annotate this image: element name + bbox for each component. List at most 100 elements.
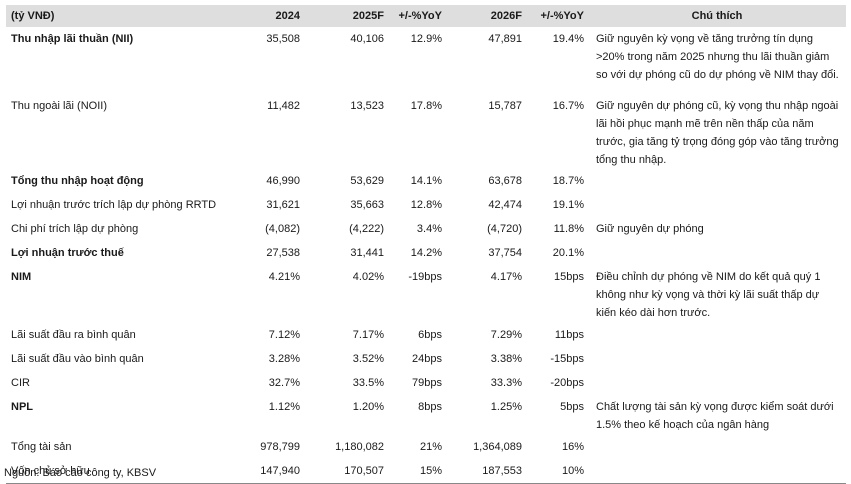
cell-2024: 3.28% — [268, 353, 300, 365]
table-row: Thu ngoài lãi (NOII) 11,482 13,523 17.8% 15,… — [6, 94, 846, 169]
cell-2026f: 47,891 — [488, 33, 522, 45]
header-2025f: 2025F — [352, 10, 384, 22]
cell-note: Chất lượng tài sản kỳ vọng được kiểm soá… — [596, 401, 834, 431]
cell-2026f: 63,678 — [488, 175, 522, 187]
cell-2024: 32.7% — [268, 377, 300, 389]
cell-yoy-2025: 3.4% — [416, 223, 442, 235]
row-label: Lãi suất đầu ra bình quân — [11, 329, 136, 341]
cell-yoy-2026: -20bps — [550, 377, 584, 389]
cell-note: Giữ nguyên dự phóng cũ, kỳ vọng thu nhập… — [596, 100, 839, 166]
cell-yoy-2025: 15% — [388, 459, 446, 484]
row-label: Lãi suất đầu vào bình quân — [11, 353, 144, 365]
cell-yoy-2026: 11.8% — [553, 223, 584, 235]
cell-yoy-2025: 17.8% — [410, 100, 442, 112]
cell-2025f: 40,106 — [350, 33, 384, 45]
cell-2024: 7.12% — [268, 329, 300, 341]
cell-2025f: 170,507 — [304, 459, 388, 484]
cell-yoy-2025: 24bps — [412, 353, 442, 365]
cell-yoy-2026: 11bps — [554, 329, 584, 341]
header-2024: 2024 — [275, 10, 300, 22]
cell-2025f: 7.17% — [352, 329, 384, 341]
cell-yoy-2025: 12.9% — [410, 33, 442, 45]
table-row: Lợi nhuận trước thuế 27,538 31,441 14.2% 37,… — [6, 241, 846, 265]
cell-2025f: 13,523 — [350, 100, 384, 112]
cell-2026f: 33.3% — [490, 377, 522, 389]
cell-2024: 27,538 — [266, 247, 300, 259]
cell-2026f: 42,474 — [488, 199, 522, 211]
cell-yoy-2026: 19.1% — [552, 199, 584, 211]
cell-yoy-2026: 19.4% — [552, 33, 584, 45]
cell-2025f: 3.52% — [352, 353, 384, 365]
header-yoy-2026: +/-%YoY — [540, 10, 584, 22]
cell-2025f: 31,441 — [350, 247, 384, 259]
cell-2024: 147,940 — [218, 459, 304, 484]
cell-2025f: 53,629 — [350, 175, 384, 187]
cell-2026f: 37,754 — [488, 247, 522, 259]
cell-yoy-2026: 15bps — [554, 271, 584, 283]
cell-2025f: (4,222) — [349, 223, 384, 235]
cell-2026f: 1.25% — [490, 401, 522, 413]
cell-note — [588, 459, 846, 484]
header-unit: (tỷ VNĐ) — [11, 10, 55, 22]
source-note: Nguồn: Báo cáo công ty, KBSV — [4, 467, 157, 479]
cell-yoy-2025: 79bps — [412, 377, 442, 389]
cell-2025f: 33.5% — [352, 377, 384, 389]
row-label: Chi phí trích lập dự phòng — [11, 223, 139, 235]
table-row: Thu nhập lãi thuần (NII) 35,508 40,106 12.9… — [6, 27, 846, 94]
row-label: Lợi nhuận trước thuế — [11, 247, 124, 259]
header-note: Chú thích — [691, 10, 743, 22]
cell-note: Giữ nguyên dự phóng — [596, 223, 704, 235]
table-row: Lãi suất đầu vào bình quân 3.28% 3.52% 24bp… — [6, 347, 846, 371]
cell-yoy-2025: 6bps — [418, 329, 442, 341]
cell-2024: 31,621 — [266, 199, 300, 211]
table-row: Lợi nhuận trước trích lập dự phòng RRTD 3… — [6, 193, 846, 217]
cell-yoy-2026: 16.7% — [552, 100, 584, 112]
cell-2026f: 3.38% — [490, 353, 522, 365]
row-label: Tổng tài sản — [11, 441, 72, 453]
cell-note — [588, 169, 846, 193]
header-2026f: 2026F — [490, 10, 522, 22]
table-row: CIR 32.7% 33.5% 79bps 33.3% -20bps — [6, 371, 846, 395]
table-row: Tổng thu nhập hoạt động 46,990 53,629 14.1%… — [6, 169, 846, 193]
cell-note — [588, 347, 846, 371]
row-label: NIM — [11, 271, 32, 283]
cell-note — [588, 371, 846, 395]
cell-yoy-2025: 21% — [419, 441, 442, 453]
cell-note — [588, 435, 846, 459]
row-label: Tổng thu nhập hoạt động — [11, 175, 144, 187]
cell-2024: 35,508 — [266, 33, 300, 45]
cell-2026f: 15,787 — [488, 100, 522, 112]
row-label: Vốn chủ sở hữu — [6, 459, 218, 484]
row-label: Thu nhập lãi thuần (NII) — [11, 33, 134, 45]
cell-note — [588, 323, 846, 347]
cell-2026f: 7.29% — [490, 329, 522, 341]
cell-2024: 978,799 — [260, 441, 300, 453]
cell-yoy-2026: 10% — [526, 459, 588, 484]
cell-2026f: 1,364,089 — [473, 441, 522, 453]
cell-2025f: 35,663 — [350, 199, 384, 211]
cell-note: Giữ nguyên kỳ vọng về tăng trưởng tín dụ… — [596, 33, 839, 81]
cell-yoy-2026: -15bps — [550, 353, 584, 365]
cell-yoy-2026: 5bps — [560, 401, 584, 413]
table-row: NPL 1.12% 1.20% 8bps 1.25% 5bps Chất lượng tài… — [6, 395, 846, 435]
cell-yoy-2026: 16% — [561, 441, 584, 453]
row-label: NPL — [11, 401, 33, 413]
cell-yoy-2026: 20.1% — [552, 247, 584, 259]
cell-2026f: 187,553 — [446, 459, 526, 484]
table-row: Chi phí trích lập dự phòng (4,082) (4,222)… — [6, 217, 846, 241]
cell-yoy-2025: 8bps — [418, 401, 442, 413]
table-row: NIM 4.21% 4.02% -19bps 4.17% 15bps Điều chỉnh … — [6, 265, 846, 323]
cell-2024: 46,990 — [266, 175, 300, 187]
row-label: CIR — [11, 377, 30, 389]
cell-yoy-2025: 14.2% — [410, 247, 442, 259]
cell-yoy-2026: 18.7% — [552, 175, 584, 187]
cell-2024: 1.12% — [268, 401, 300, 413]
forecast-table: (tỷ VNĐ) 2024 2025F +/-%YoY 2026F +/-%Yo… — [6, 5, 846, 484]
cell-2025f: 4.02% — [352, 271, 384, 283]
cell-2025f: 1,180,082 — [335, 441, 384, 453]
header-yoy-2025: +/-%YoY — [398, 10, 442, 22]
row-label: Thu ngoài lãi (NOII) — [11, 100, 107, 112]
table-header-row: (tỷ VNĐ) 2024 2025F +/-%YoY 2026F +/-%Yo… — [6, 5, 846, 27]
cell-2024: 11,482 — [267, 100, 300, 112]
